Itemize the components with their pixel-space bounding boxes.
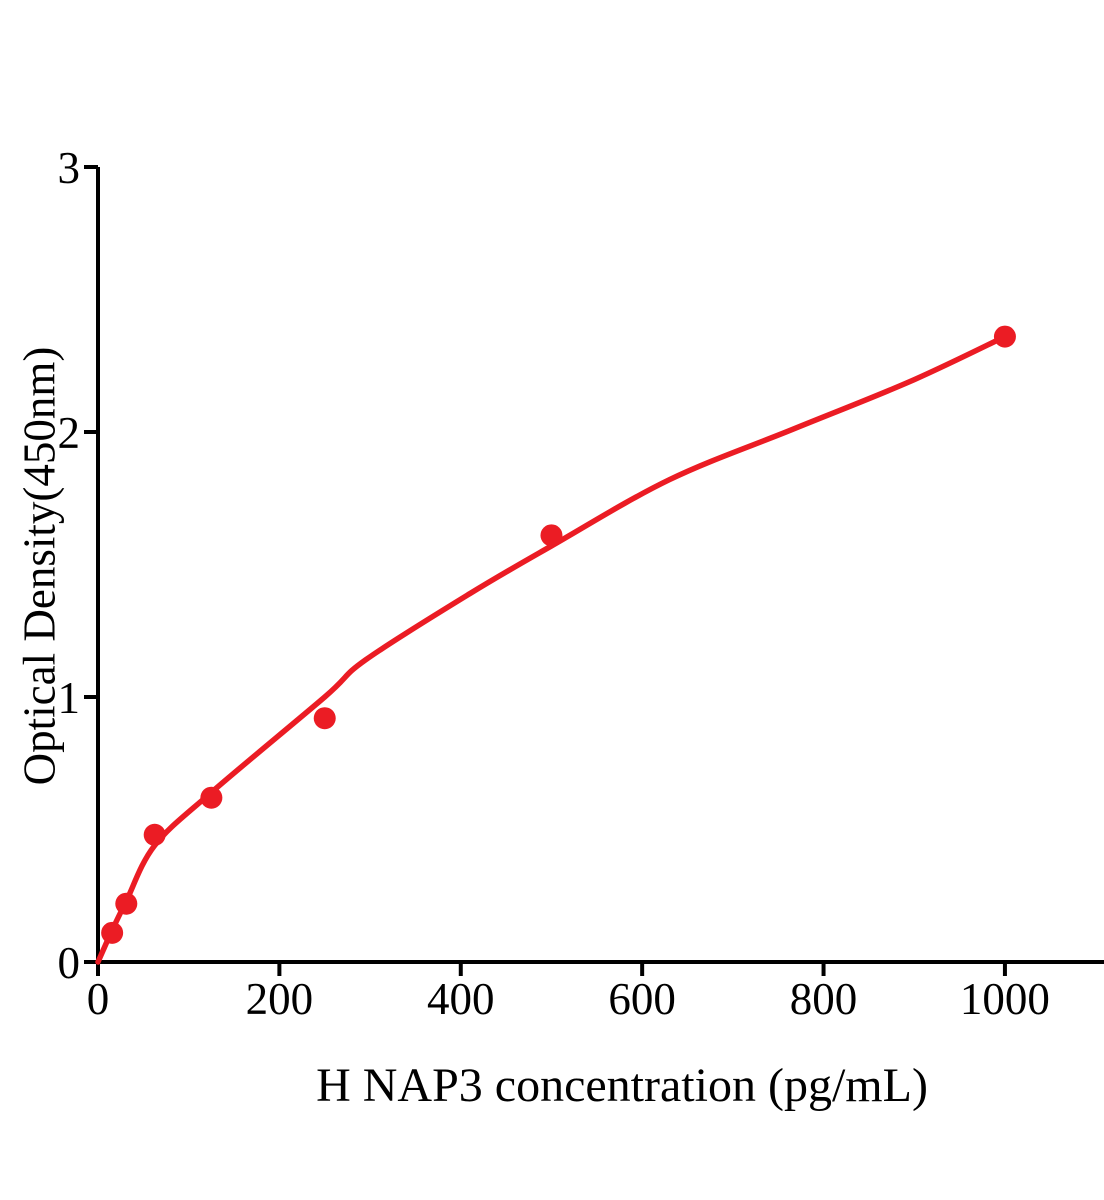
data-point xyxy=(143,823,166,846)
fit-curve xyxy=(95,333,1008,965)
x-tick-label: 200 xyxy=(246,974,314,1024)
y-tick-label: 0 xyxy=(58,938,81,988)
x-tick-label: 800 xyxy=(790,974,858,1024)
y-tick-label: 1 xyxy=(58,673,81,723)
x-axis-title: H NAP3 concentration (pg/mL) xyxy=(316,1059,928,1112)
data-point xyxy=(313,707,336,730)
data-point xyxy=(993,325,1016,348)
x-tick-label: 1000 xyxy=(960,974,1050,1024)
x-tick-label: 400 xyxy=(427,974,495,1024)
y-axis-title: Optical Density(450nm) xyxy=(14,346,65,786)
data-point xyxy=(540,524,563,547)
y-tick-label: 2 xyxy=(58,408,81,458)
x-tick-label: 600 xyxy=(608,974,676,1024)
data-point xyxy=(101,921,124,944)
y-tick-label: 3 xyxy=(58,143,81,193)
data-point xyxy=(115,892,138,915)
data-point xyxy=(200,786,223,809)
x-tick-label: 0 xyxy=(87,974,110,1024)
